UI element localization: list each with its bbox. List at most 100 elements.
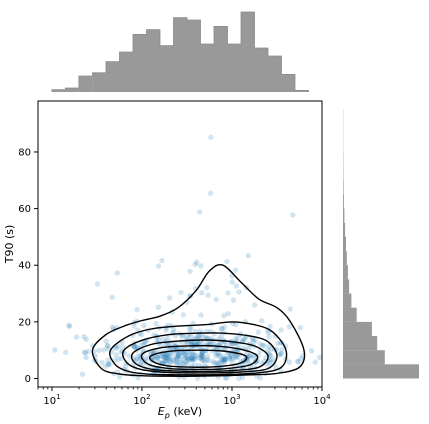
scatter-point — [191, 350, 197, 356]
histogram-bar — [65, 88, 79, 92]
scatter-point — [221, 356, 227, 363]
scatter-point — [259, 318, 265, 324]
scatter-point — [251, 355, 257, 361]
scatter-point — [200, 334, 206, 341]
scatter-point — [184, 355, 190, 362]
contour-line — [140, 344, 259, 371]
scatter-point — [233, 353, 239, 359]
scatter-point — [163, 358, 169, 364]
scatter-point — [232, 335, 239, 342]
scatter-point — [169, 350, 175, 356]
marginal-x-histogram — [51, 11, 309, 93]
histogram-bar — [146, 29, 160, 93]
scatter-point — [192, 362, 198, 368]
scatter-point — [172, 354, 179, 360]
scatter-point — [195, 375, 201, 382]
y-axis-label: T90 (s) — [3, 225, 16, 265]
scatter-point — [222, 357, 228, 363]
histogram-bar — [227, 44, 241, 92]
histogram-bar — [343, 265, 348, 280]
scatter-point — [148, 350, 154, 356]
scatter-point — [183, 353, 190, 359]
scatter-point — [155, 354, 161, 360]
scatter-point — [189, 357, 195, 364]
histogram-bar — [254, 48, 268, 92]
scatter-point — [152, 356, 158, 363]
scatter-point — [133, 356, 139, 363]
scatter-point — [162, 358, 168, 364]
scatter-point — [312, 359, 318, 365]
scatter-point — [135, 375, 141, 381]
x-tick-label: 101 — [43, 393, 60, 407]
y-tick-label: 60 — [18, 204, 31, 215]
scatter-point — [192, 261, 198, 268]
scatter-point — [267, 352, 273, 359]
scatter-point — [279, 347, 285, 353]
scatter-point — [102, 363, 109, 370]
scatter-point — [287, 306, 293, 312]
scatter-point — [220, 358, 226, 365]
scatter-point — [161, 353, 167, 359]
scatter-point — [199, 357, 205, 364]
scatter-point — [119, 344, 126, 350]
scatter-point — [141, 322, 147, 329]
scatter-point — [225, 290, 231, 296]
scatter-point — [159, 353, 165, 360]
scatter-point — [162, 352, 168, 358]
histogram-bar — [343, 236, 346, 252]
scatter-point — [185, 357, 191, 363]
scatter-point — [198, 263, 204, 269]
scatter-point — [184, 334, 190, 340]
histogram-bar — [343, 279, 350, 294]
scatter-point — [73, 334, 80, 340]
scatter-point — [221, 324, 228, 330]
scatter-point — [199, 345, 205, 351]
scatter-point — [222, 357, 228, 363]
scatter-point — [131, 344, 138, 350]
scatter-point — [122, 363, 129, 369]
scatter-point — [186, 326, 193, 332]
scatter-point — [207, 190, 214, 196]
scatter-point — [298, 356, 304, 362]
scatter-point — [188, 325, 194, 332]
scatter-point — [131, 323, 137, 329]
scatter-point — [196, 336, 202, 342]
scatter-point — [83, 354, 89, 361]
scatter-point — [167, 354, 173, 360]
scatter-point — [195, 340, 201, 346]
contour-line — [109, 321, 288, 376]
joint-scatter-plot: 101 102 103 104 0 20 40 60 80 — [18, 100, 331, 407]
scatter-point — [192, 353, 199, 360]
scatter-point — [96, 347, 102, 353]
scatter-point — [204, 340, 211, 346]
scatter-point — [62, 349, 69, 355]
scatter-point — [201, 357, 207, 363]
scatter-point — [171, 358, 177, 365]
x-axis-label: Ep (keV) — [158, 405, 202, 420]
scatter-point — [308, 348, 315, 354]
scatter-point — [155, 263, 162, 269]
scatter-point — [232, 321, 239, 328]
scatter-point — [213, 353, 219, 359]
scatter-point — [184, 361, 190, 367]
scatter-point — [225, 311, 231, 317]
scatter-point — [175, 359, 181, 366]
scatter-point — [215, 359, 221, 366]
scatter-point — [218, 360, 224, 366]
scatter-point — [163, 351, 170, 357]
scatter-point — [205, 358, 212, 364]
histogram-bar — [78, 76, 93, 92]
scatter-point — [99, 359, 105, 366]
scatter-point — [163, 327, 169, 333]
scatter-point — [202, 359, 208, 365]
scatter-point — [180, 312, 186, 318]
scatter-point — [215, 361, 222, 367]
scatter-point — [218, 326, 224, 332]
scatter-point — [188, 356, 195, 362]
scatter-point — [218, 357, 224, 363]
marginal-y-histogram — [343, 109, 419, 379]
histogram-bar — [343, 307, 357, 322]
scatter-point — [229, 355, 235, 361]
histogram-bar — [268, 56, 282, 92]
